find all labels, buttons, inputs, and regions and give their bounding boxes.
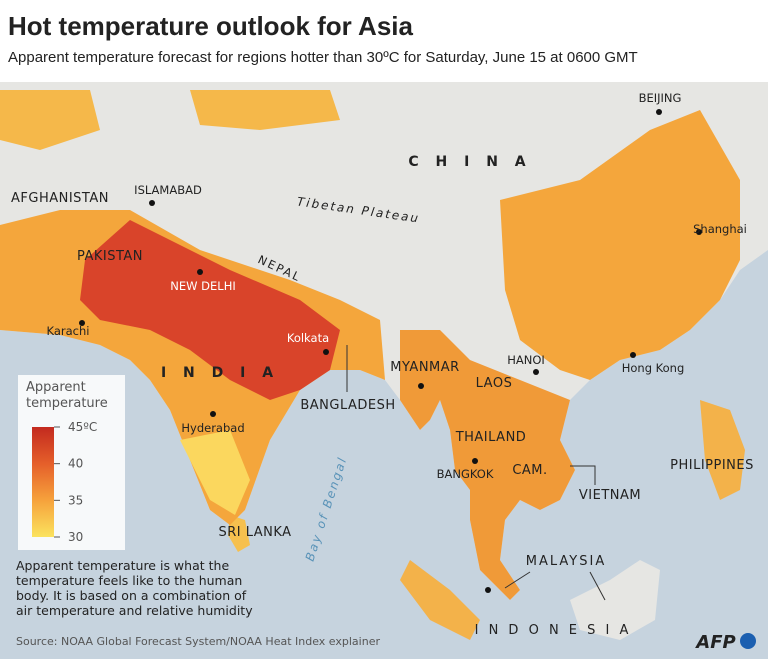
heat-east-china [500, 110, 740, 380]
subtitle: Apparent temperature forecast for region… [8, 49, 638, 66]
sri-lanka [228, 515, 250, 552]
color-scale [32, 427, 54, 537]
place-label: C H I N A [408, 154, 531, 170]
place-label: VIETNAM [579, 488, 641, 503]
city-dot [630, 352, 636, 358]
legend-title: temperature [26, 396, 108, 411]
title: Hot temperature outlook for Asia [8, 11, 414, 41]
city-dot [418, 383, 424, 389]
note-line: temperature feels like to the human [16, 573, 242, 588]
place-label: PHILIPPINES [670, 458, 754, 473]
place-label: NEW DELHI [170, 279, 235, 293]
legend-title: Apparent [26, 380, 86, 395]
city-dot [656, 109, 662, 115]
heat-southeast-asia [400, 330, 575, 600]
city-dot [79, 320, 85, 326]
place-label: BANGKOK [437, 467, 494, 481]
legend-tick-label: 45ºC [68, 420, 97, 434]
leader-line [570, 465, 596, 485]
place-label: ISLAMABAD [134, 183, 202, 197]
place-label: HANOI [507, 353, 545, 367]
sumatra [400, 560, 480, 640]
place-label: BANGLADESH [300, 398, 395, 413]
header-bg [0, 0, 768, 82]
legend-tick-label: 30 [68, 530, 83, 544]
leader-line [504, 571, 531, 589]
note-line: body. It is based on a combination of [16, 588, 247, 603]
place-label: SRI LANKA [218, 525, 291, 540]
city-dot [696, 229, 702, 235]
city-dot [210, 411, 216, 417]
place-label: Shanghai [693, 222, 747, 236]
heat-northwest [0, 90, 100, 150]
place-label: Kolkata [287, 331, 329, 345]
city-dot [533, 369, 539, 375]
place-label: LAOS [476, 376, 513, 391]
borneo [570, 560, 660, 640]
city-dot [472, 458, 478, 464]
place-label: CAM. [512, 463, 547, 478]
place-label: MALAYSIA [526, 554, 606, 569]
city-dot [323, 349, 329, 355]
place-label: I N D I A [161, 365, 279, 381]
city-dot [485, 587, 491, 593]
note-line: air temperature and relative humidity [16, 603, 253, 618]
legend-tick-label: 35 [68, 493, 83, 507]
place-label: Hong Kong [622, 361, 685, 375]
logo: AFP [694, 632, 735, 653]
city-dot [149, 200, 155, 206]
city-dot [197, 269, 203, 275]
place-label: BEIJING [639, 91, 682, 105]
heat-severe [80, 220, 340, 400]
heat-north [190, 90, 340, 130]
place-label: THAILAND [455, 430, 527, 445]
leader-line [589, 571, 606, 601]
source: Source: NOAA Global Forecast System/NOAA… [16, 635, 380, 648]
place-label: I N D O N E S I A [475, 623, 632, 638]
place-label: AFGHANISTAN [11, 191, 109, 206]
place-label: MYANMAR [390, 360, 459, 375]
philippines-land [700, 400, 745, 500]
place-label: Karachi [47, 324, 90, 338]
logo-dot [740, 633, 756, 649]
note-line: Apparent temperature is what the [16, 558, 229, 573]
legend-tick-label: 40 [68, 457, 83, 471]
place-label: PAKISTAN [77, 249, 143, 264]
heat-south-india [180, 430, 250, 515]
place-label: Hyderabad [181, 421, 244, 435]
